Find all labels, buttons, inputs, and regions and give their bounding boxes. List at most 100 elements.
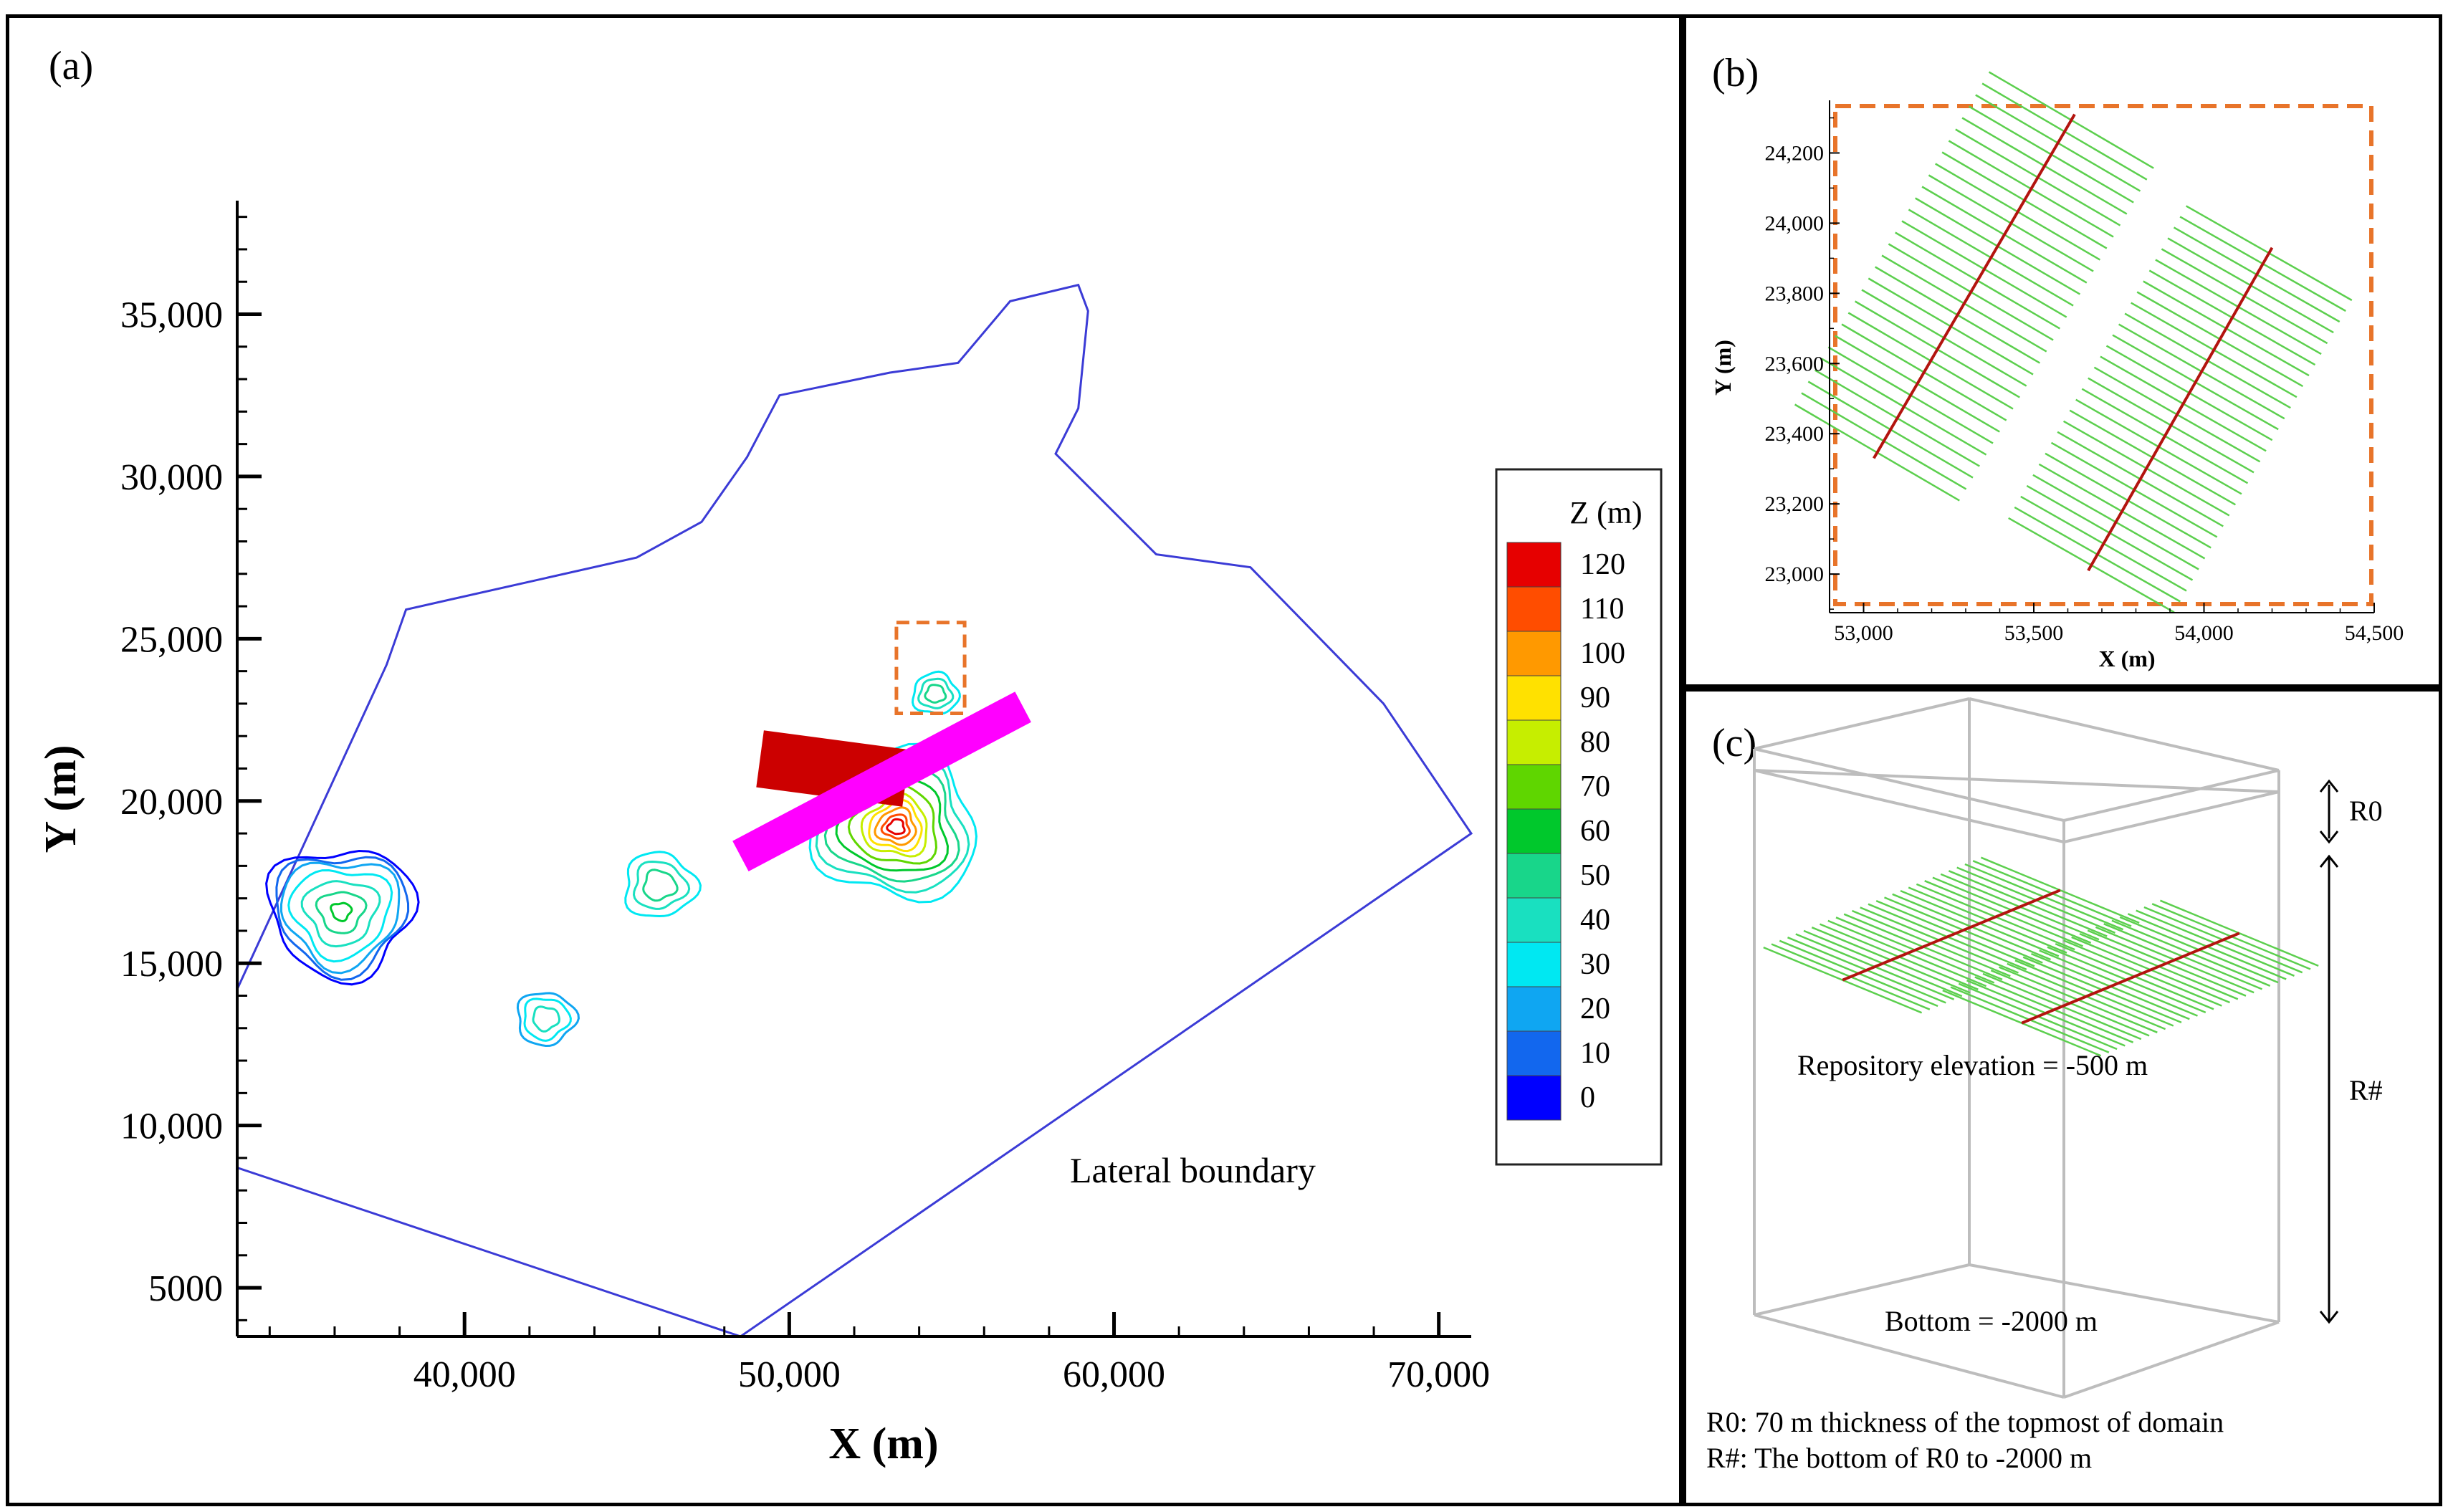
main-tunnel xyxy=(1873,113,2076,459)
legend-level-label: 90 xyxy=(1580,681,1610,714)
y-tick-label: 15,000 xyxy=(120,944,223,985)
note-r0: R0: 70 m thickness of the topmost of dom… xyxy=(1706,1406,2224,1438)
y-tick-label: 30,000 xyxy=(120,457,223,498)
tunnel-plan-view: (b) 53,000 53,500 54,000 54,500 23,000 23,200… xyxy=(1710,51,2404,671)
y-axis-label: Y (m) xyxy=(37,745,85,853)
y-tick-label: 5000 xyxy=(148,1268,223,1309)
dashed-frame xyxy=(1833,104,2373,606)
contour-line xyxy=(300,880,381,948)
contour-line xyxy=(924,684,947,704)
contour-line xyxy=(874,806,917,846)
x-axis-label: X (m) xyxy=(828,1420,938,1468)
magenta-repository-bar xyxy=(732,692,1031,871)
legend-swatch xyxy=(1506,1030,1562,1076)
contour-line xyxy=(886,818,906,836)
legend-swatch xyxy=(1506,586,1562,632)
legend-level-label: 20 xyxy=(1580,992,1610,1025)
box-edge xyxy=(2063,1321,2280,1399)
b-x-axis-label: X (m) xyxy=(2098,646,2155,671)
contour-line xyxy=(516,992,580,1048)
r0-edge xyxy=(2063,790,2280,843)
contour-line xyxy=(279,861,401,975)
contour-line xyxy=(330,901,353,923)
rhash-dimension: R# xyxy=(2319,854,2383,1324)
box-edge xyxy=(1754,1263,1970,1316)
box-edge xyxy=(2063,769,2280,822)
domain-box-wireframe xyxy=(1753,697,2280,1399)
legend-level-label: 40 xyxy=(1580,904,1610,937)
b-y-tick-label: 23,200 xyxy=(1765,492,1825,516)
contour-line xyxy=(835,775,950,872)
contour-line xyxy=(642,869,679,902)
contour-line xyxy=(265,849,420,986)
repository-bars xyxy=(732,692,1031,871)
legend-level-label: 50 xyxy=(1580,859,1610,892)
note-rhash: R#: The bottom of R0 to -2000 m xyxy=(1706,1442,2092,1474)
y-tick-label: 10,000 xyxy=(120,1106,223,1147)
box-edge xyxy=(1969,697,2280,772)
b-y-tick-label: 23,600 xyxy=(1765,352,1825,375)
panel-a-label: (a) xyxy=(49,44,93,88)
b-x-tick-label: 53,000 xyxy=(1834,621,1893,645)
zoom-box xyxy=(894,621,967,716)
contour-line xyxy=(624,851,702,918)
b-y-tick-label: 23,000 xyxy=(1765,563,1825,586)
contour-line xyxy=(287,869,393,963)
rhash-label: R# xyxy=(2349,1074,2383,1106)
panel-c-label: (c) xyxy=(1712,721,1756,765)
legend-level-label: 60 xyxy=(1580,815,1610,848)
box-edge xyxy=(1754,697,1970,750)
contour-line xyxy=(917,677,955,709)
legend-swatch xyxy=(1506,764,1562,810)
y-tick-label: 35,000 xyxy=(120,295,223,336)
b-x-tick-label: 53,500 xyxy=(2004,621,2064,645)
y-tick-label: 20,000 xyxy=(120,782,223,823)
r0-edge xyxy=(1754,769,2065,843)
box-edge xyxy=(1754,1314,2065,1399)
legend-swatch xyxy=(1506,942,1562,987)
contour-line xyxy=(868,799,923,853)
contour-line xyxy=(847,783,938,865)
main-tunnel-3d xyxy=(2021,932,2240,1025)
legend-level-label: 110 xyxy=(1580,593,1624,626)
contour-line xyxy=(523,997,572,1042)
b-x-tick-label: 54,500 xyxy=(2345,621,2404,645)
b-x-tick-label: 54,000 xyxy=(2174,621,2234,645)
x-tick-label: 60,000 xyxy=(1063,1354,1165,1395)
contour-lines xyxy=(265,621,978,1048)
axis-ticks-a: 40,000 50,000 60,000 70,000 5000 10,000 15,000… xyxy=(120,216,1490,1395)
b-y-tick-label: 24,000 xyxy=(1765,211,1825,235)
legend-swatch xyxy=(1506,897,1562,943)
legend-swatch xyxy=(1506,808,1562,854)
r0-label: R0 xyxy=(2349,795,2383,827)
legend-level-label: 0 xyxy=(1580,1081,1595,1114)
legend-level-label: 10 xyxy=(1580,1037,1610,1070)
x-tick-label: 70,000 xyxy=(1387,1354,1490,1395)
main-tunnel xyxy=(2087,247,2274,572)
panel-a: (a) 40,000 50,000 60,000 70,000 5000 10,000 15… xyxy=(6,14,1683,1506)
legend-swatch xyxy=(1506,675,1562,721)
contour-line xyxy=(911,670,961,715)
y-tick-label: 25,000 xyxy=(120,619,223,660)
r0-edge xyxy=(1754,769,2280,793)
repository-tunnels-3d xyxy=(1763,856,2319,1057)
contour-line xyxy=(860,792,928,858)
box-edge xyxy=(1969,1263,2280,1324)
legend-swatch xyxy=(1506,986,1562,1032)
contour-line xyxy=(632,860,691,910)
lateral-tunnel-3d xyxy=(1942,989,2102,1057)
contour-line xyxy=(315,891,368,934)
lateral-tunnel-3d xyxy=(2159,899,2319,967)
contour-map: (a) 40,000 50,000 60,000 70,000 5000 10,000 15… xyxy=(37,44,1663,1468)
contour-line xyxy=(880,813,911,840)
b-y-axis-label: Y (m) xyxy=(1710,340,1736,396)
legend-level-label: 100 xyxy=(1580,637,1625,670)
main-tunnel-3d xyxy=(1842,889,2061,982)
bottom-elevation-text: Bottom = -2000 m xyxy=(1885,1305,2098,1337)
domain-3d-box: (c) R0 R# Repository elevation = -500 m … xyxy=(1706,697,2383,1474)
axis-ticks-b: 53,000 53,500 54,000 54,500 23,000 23,200 23,4… xyxy=(1765,117,2404,645)
panel-c: (c) R0 R# Repository elevation = -500 m … xyxy=(1683,688,2442,1506)
legend-level-label: 30 xyxy=(1580,948,1610,981)
legend-swatch xyxy=(1506,1075,1562,1121)
